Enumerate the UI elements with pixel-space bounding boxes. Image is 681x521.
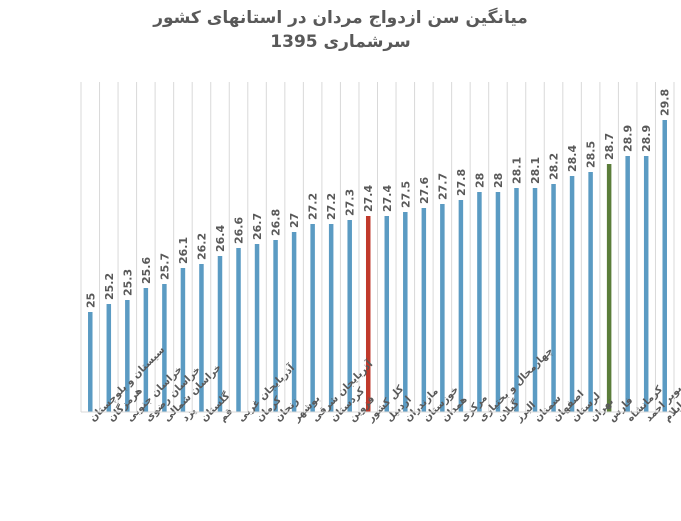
bar bbox=[273, 240, 278, 412]
value-label: 27.3 bbox=[344, 189, 357, 216]
grid-lines bbox=[80, 82, 675, 412]
chart-subtitle-line: سرشماری 1395 bbox=[270, 32, 411, 52]
bar bbox=[365, 216, 371, 412]
value-label: 28.4 bbox=[566, 145, 579, 172]
bars bbox=[88, 120, 667, 412]
chart-title-line: میانگین سن ازدواج مردان در استانهای کشور bbox=[153, 8, 528, 28]
value-label: 25.2 bbox=[103, 273, 116, 300]
bar bbox=[495, 192, 501, 412]
value-label: 27.6 bbox=[418, 177, 431, 204]
bar bbox=[458, 200, 464, 412]
value-label: 28.2 bbox=[548, 153, 561, 180]
bar bbox=[643, 156, 649, 412]
value-label: 26.7 bbox=[251, 213, 264, 240]
value-label: 27.8 bbox=[455, 169, 468, 196]
value-label: 28.9 bbox=[640, 125, 653, 152]
value-label: 27.4 bbox=[381, 185, 394, 212]
bar bbox=[588, 172, 593, 412]
value-label: 25 bbox=[84, 293, 97, 308]
bar bbox=[236, 248, 241, 412]
bar bbox=[421, 208, 427, 412]
bar bbox=[180, 268, 186, 412]
value-label: 26.4 bbox=[214, 225, 227, 252]
bar bbox=[291, 232, 297, 412]
bar bbox=[384, 216, 390, 412]
bar bbox=[551, 184, 556, 412]
bar bbox=[125, 300, 130, 412]
value-label: 25.7 bbox=[158, 253, 171, 280]
value-label: 25.6 bbox=[140, 257, 153, 284]
bar bbox=[514, 188, 519, 412]
bar bbox=[162, 284, 167, 412]
value-label: 28 bbox=[492, 173, 505, 188]
value-label: 28.1 bbox=[510, 157, 523, 184]
value-labels: 25 25.2 25.3 25.6 25.7 26.1 26.2 26.4 26.6 26.7 26… bbox=[84, 89, 671, 308]
bar bbox=[143, 288, 149, 412]
value-label: 27.7 bbox=[436, 173, 449, 200]
value-label: 27.4 bbox=[362, 185, 375, 212]
value-label: 27.2 bbox=[307, 193, 320, 220]
bar bbox=[403, 212, 408, 412]
value-label: 28.5 bbox=[585, 141, 598, 168]
value-label: 27.2 bbox=[325, 193, 338, 220]
value-label: 28.7 bbox=[603, 133, 616, 160]
value-label: 26.1 bbox=[177, 237, 190, 264]
bar bbox=[217, 256, 223, 412]
value-label: 25.3 bbox=[121, 269, 134, 296]
value-label: 27.5 bbox=[399, 181, 412, 208]
bar bbox=[477, 192, 482, 412]
bar bbox=[328, 224, 334, 412]
bar bbox=[310, 224, 315, 412]
bar bbox=[569, 176, 575, 412]
bar bbox=[606, 164, 612, 412]
value-label: 28.9 bbox=[622, 125, 635, 152]
value-label: 27 bbox=[288, 213, 301, 228]
bar bbox=[199, 264, 204, 412]
bar bbox=[662, 120, 667, 412]
value-label: 26.6 bbox=[233, 217, 246, 244]
bar bbox=[88, 312, 93, 412]
bar bbox=[106, 304, 112, 412]
bar bbox=[440, 204, 445, 412]
chart-title: میانگین سن ازدواج مردان در استانهای کشور… bbox=[0, 6, 681, 54]
value-label: 26.8 bbox=[270, 209, 283, 236]
value-label: 28 bbox=[473, 173, 486, 188]
bar bbox=[347, 220, 352, 412]
bar bbox=[625, 156, 630, 412]
value-label: 26.2 bbox=[195, 233, 208, 260]
bar bbox=[254, 244, 260, 412]
value-label: 28.1 bbox=[529, 157, 542, 184]
bar bbox=[532, 188, 538, 412]
value-label: 29.8 bbox=[659, 89, 672, 116]
